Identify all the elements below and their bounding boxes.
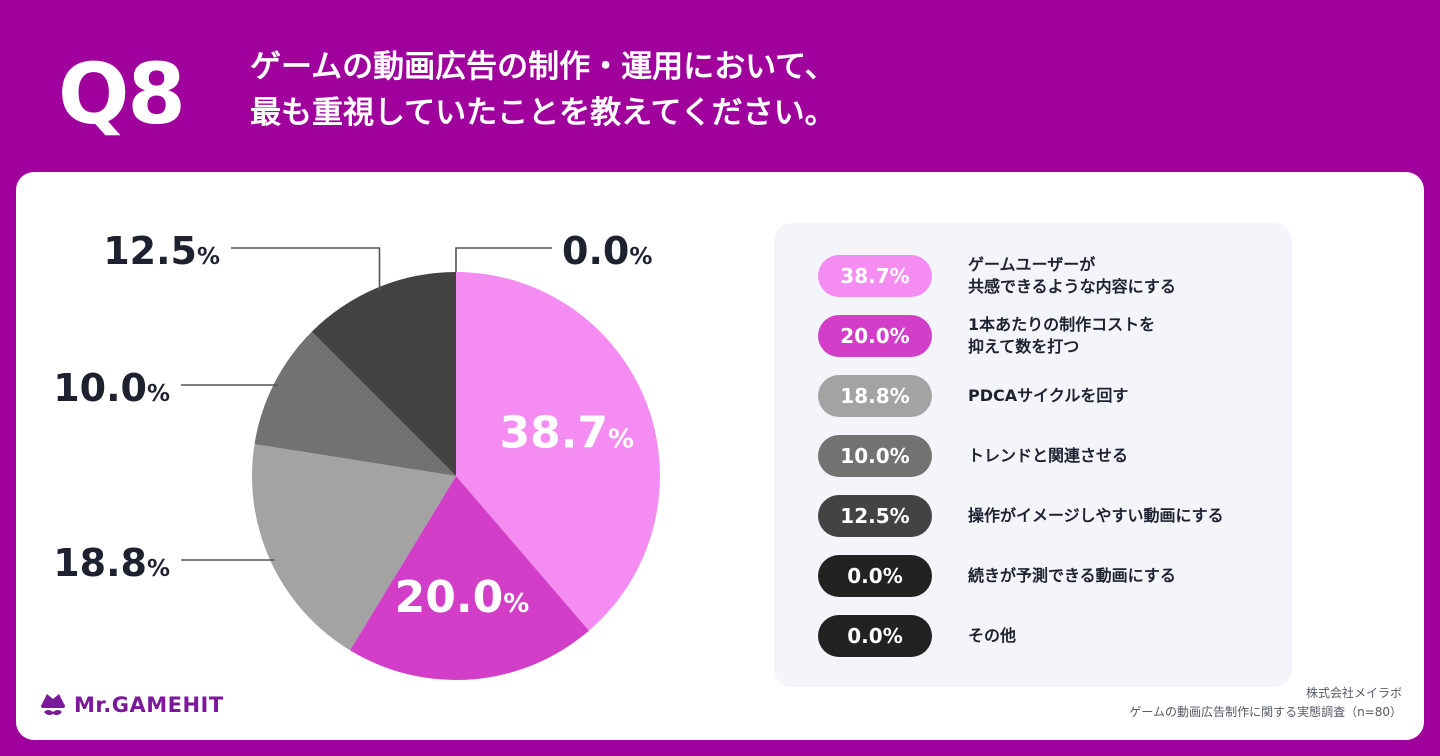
slice-value-label: 10.0% [53, 366, 170, 410]
pie-chart: 38.7% 20.0% 18.8% 10.0% 12.5% 0.0% [53, 229, 660, 680]
legend-value-pill: 0.0% [818, 555, 932, 597]
leader-line [231, 247, 381, 292]
pie-slice [311, 272, 456, 476]
legend-value-pill: 20.0% [818, 315, 932, 357]
brand-name: Mr.GAMEHIT [74, 693, 224, 717]
question-title: ゲームの動画広告の制作・運用において、 最も重視していたことを教えてください。 [250, 44, 836, 136]
legend-label: その他 [968, 626, 1017, 645]
mascot-hat-icon [41, 694, 65, 716]
legend-value-pill: 38.7% [818, 255, 932, 297]
legend-label: 続きが予測できる動画にする [968, 566, 1176, 585]
source-note: 株式会社メイラボ ゲームの動画広告制作に関する実態調査（n=80） [1129, 684, 1402, 722]
legend-label: 操作がイメージしやすい動画にする [968, 506, 1224, 525]
chart-card: 38.7% 20.0% 18.8% 10.0% 12.5% 0.0% 38.7% ゲームユー… [16, 172, 1424, 740]
legend-item: 12.5% 操作がイメージしやすい動画にする [818, 495, 1278, 537]
legend-value-pill: 10.0% [818, 435, 932, 477]
legend-panel: 38.7% ゲームユーザーが 共感できるような内容にする 20.0% 1本あたりの制作… [774, 223, 1292, 687]
leader-line [455, 247, 552, 272]
slice-value-label: 38.7% [499, 407, 634, 458]
legend-item: 10.0% トレンドと関連させる [818, 435, 1278, 477]
legend-value-pill: 0.0% [818, 615, 932, 657]
legend-label: 1本あたりの制作コストを 抑えて数を打つ [968, 315, 1156, 356]
slice-value-label: 0.0% [562, 229, 652, 273]
legend-item: 20.0% 1本あたりの制作コストを 抑えて数を打つ [818, 315, 1278, 357]
source-company: 株式会社メイラボ [1305, 686, 1402, 700]
source-survey: ゲームの動画広告制作に関する実態調査（n=80） [1129, 705, 1402, 719]
legend-label: トレンドと関連させる [968, 446, 1129, 465]
legend-item: 0.0% 続きが予測できる動画にする [818, 555, 1278, 597]
legend-value-pill: 18.8% [818, 375, 932, 417]
pie-slice [349, 476, 589, 680]
question-title-line-1: ゲームの動画広告の制作・運用において、 [250, 49, 836, 85]
brand-logo: Mr.GAMEHIT [38, 687, 224, 723]
legend-item: 0.0% その他 [818, 615, 1278, 657]
legend-label: ゲームユーザーが 共感できるような内容にする [968, 255, 1176, 296]
slice-value-label: 20.0% [395, 572, 530, 623]
legend-item: 18.8% PDCAサイクルを回す [818, 375, 1278, 417]
pie-slice [456, 272, 660, 631]
pie-slice [251, 444, 456, 651]
legend-value-pill: 12.5% [818, 495, 932, 537]
legend-item: 38.7% ゲームユーザーが 共感できるような内容にする [818, 255, 1278, 297]
pie-slice [254, 331, 456, 476]
slice-value-label: 12.5% [103, 229, 220, 273]
question-number: Q8 [58, 45, 186, 143]
slice-value-label: 18.8% [53, 541, 170, 585]
legend-label: PDCAサイクルを回す [968, 386, 1129, 405]
question-title-line-2: 最も重視していたことを教えてください。 [250, 95, 836, 131]
